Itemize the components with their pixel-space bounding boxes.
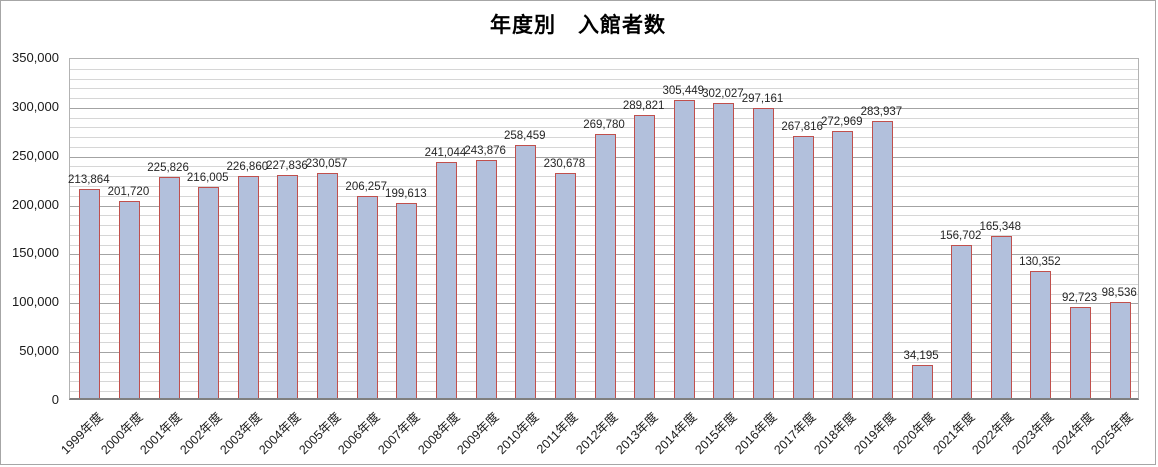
bar — [159, 177, 180, 398]
bar-value-label: 156,702 — [939, 230, 982, 242]
y-tick-label: 100,000 — [12, 294, 59, 310]
bar — [912, 365, 933, 398]
bar — [317, 173, 338, 398]
bar — [1030, 271, 1051, 398]
bar — [1070, 307, 1091, 398]
y-tick-label: 350,000 — [12, 50, 59, 65]
bar-value-label: 165,348 — [979, 221, 1022, 233]
bar-value-label: 305,449 — [662, 85, 705, 97]
x-tick-label: 1999年度 — [58, 409, 106, 458]
gridline — [70, 98, 1138, 100]
bar-value-label: 216,005 — [186, 172, 229, 184]
x-tick-label: 2000年度 — [97, 409, 146, 458]
bar-value-label: 267,816 — [781, 121, 823, 133]
x-tick-label: 2010年度 — [494, 409, 542, 458]
bar — [238, 176, 259, 398]
x-tick-label: 2006年度 — [335, 409, 383, 458]
x-tick-label: 2020年度 — [890, 409, 938, 458]
bar-value-label: 272,969 — [820, 116, 863, 128]
bar-value-label: 34,195 — [903, 350, 939, 362]
x-tick-label: 2014年度 — [652, 409, 700, 458]
x-tick-label: 2022年度 — [969, 409, 1018, 458]
gridline — [70, 88, 1138, 90]
bar — [1110, 302, 1131, 398]
bar-value-label: 289,821 — [622, 100, 665, 112]
bar — [555, 173, 576, 398]
y-tick-label: 150,000 — [12, 245, 59, 261]
chart-title: 年度別 入館者数 — [490, 14, 666, 37]
y-tick-label: 300,000 — [12, 98, 59, 114]
y-tick-label: 50,000 — [19, 343, 59, 359]
x-tick-label: 2019年度 — [850, 409, 899, 458]
bar — [595, 134, 616, 398]
x-tick-label: 2005年度 — [296, 409, 344, 458]
bar — [753, 108, 774, 398]
x-tick-label: 2008年度 — [414, 409, 463, 458]
plot-area — [69, 58, 1139, 400]
bar-value-label: 98,536 — [1101, 287, 1137, 299]
x-tick-label: 2007年度 — [375, 409, 423, 458]
x-tick-label: 2001年度 — [137, 409, 185, 458]
gridline — [70, 107, 1138, 109]
x-tick-label: 2017年度 — [771, 409, 819, 458]
bar-value-label: 283,937 — [860, 106, 903, 118]
bar-value-label: 225,826 — [147, 162, 189, 174]
bar-value-label: 269,780 — [583, 119, 625, 131]
bar — [713, 103, 734, 398]
x-tick-label: 2016年度 — [732, 409, 780, 458]
gridline — [70, 78, 1138, 80]
bar-value-label: 302,027 — [702, 88, 744, 100]
x-tick-label: 2002年度 — [177, 409, 225, 458]
bar — [119, 201, 140, 398]
bar — [396, 203, 417, 398]
y-tick-label: 0 — [51, 392, 59, 407]
bar — [991, 236, 1012, 398]
bar — [357, 196, 378, 398]
bar — [198, 187, 219, 398]
x-tick-label: 2011年度 — [534, 409, 582, 457]
bar-value-label: 243,876 — [464, 145, 506, 157]
bar — [951, 245, 972, 398]
bar — [515, 145, 536, 398]
x-tick-label: 2012年度 — [573, 409, 621, 458]
x-tick-label: 2025年度 — [1088, 409, 1136, 458]
x-tick-label: 2003年度 — [216, 409, 265, 458]
bar — [79, 189, 100, 398]
bar-value-label: 92,723 — [1061, 292, 1098, 304]
x-tick-label: 2021年度 — [930, 409, 978, 458]
bar — [436, 162, 457, 398]
bar-value-label: 297,161 — [741, 93, 784, 105]
bar — [634, 115, 655, 398]
bar-value-label: 230,057 — [305, 158, 348, 170]
bar — [476, 160, 497, 398]
bar — [674, 100, 695, 398]
bar-value-label: 206,257 — [345, 181, 388, 193]
y-tick-label: 250,000 — [12, 147, 59, 163]
bar-value-label: 199,613 — [385, 188, 427, 200]
gridline — [70, 68, 1138, 70]
y-tick-label: 200,000 — [12, 196, 59, 212]
x-tick-label: 2018年度 — [811, 409, 859, 458]
bar-value-label: 130,352 — [1019, 256, 1061, 268]
x-tick-label: 2024年度 — [1049, 409, 1097, 458]
bar-value-label: 258,459 — [503, 130, 546, 142]
bar-value-label: 201,720 — [107, 186, 150, 198]
bar-value-label: 241,044 — [424, 147, 467, 159]
bar-value-label: 226,860 — [226, 161, 269, 173]
bar — [793, 136, 814, 398]
x-tick-label: 2023年度 — [1009, 409, 1057, 458]
x-tick-label: 2013年度 — [613, 409, 661, 458]
bar-value-label: 230,678 — [543, 158, 586, 170]
x-tick-label: 2015年度 — [692, 409, 740, 458]
bar — [832, 131, 853, 398]
gridline — [70, 117, 1138, 119]
x-tick-label: 2009年度 — [454, 409, 502, 458]
bar — [277, 175, 298, 398]
bar-value-label: 213,864 — [68, 174, 110, 186]
bar-value-label: 227,836 — [266, 160, 308, 172]
gridline — [70, 127, 1138, 129]
bar — [872, 121, 893, 398]
x-tick-label: 2004年度 — [256, 409, 304, 458]
